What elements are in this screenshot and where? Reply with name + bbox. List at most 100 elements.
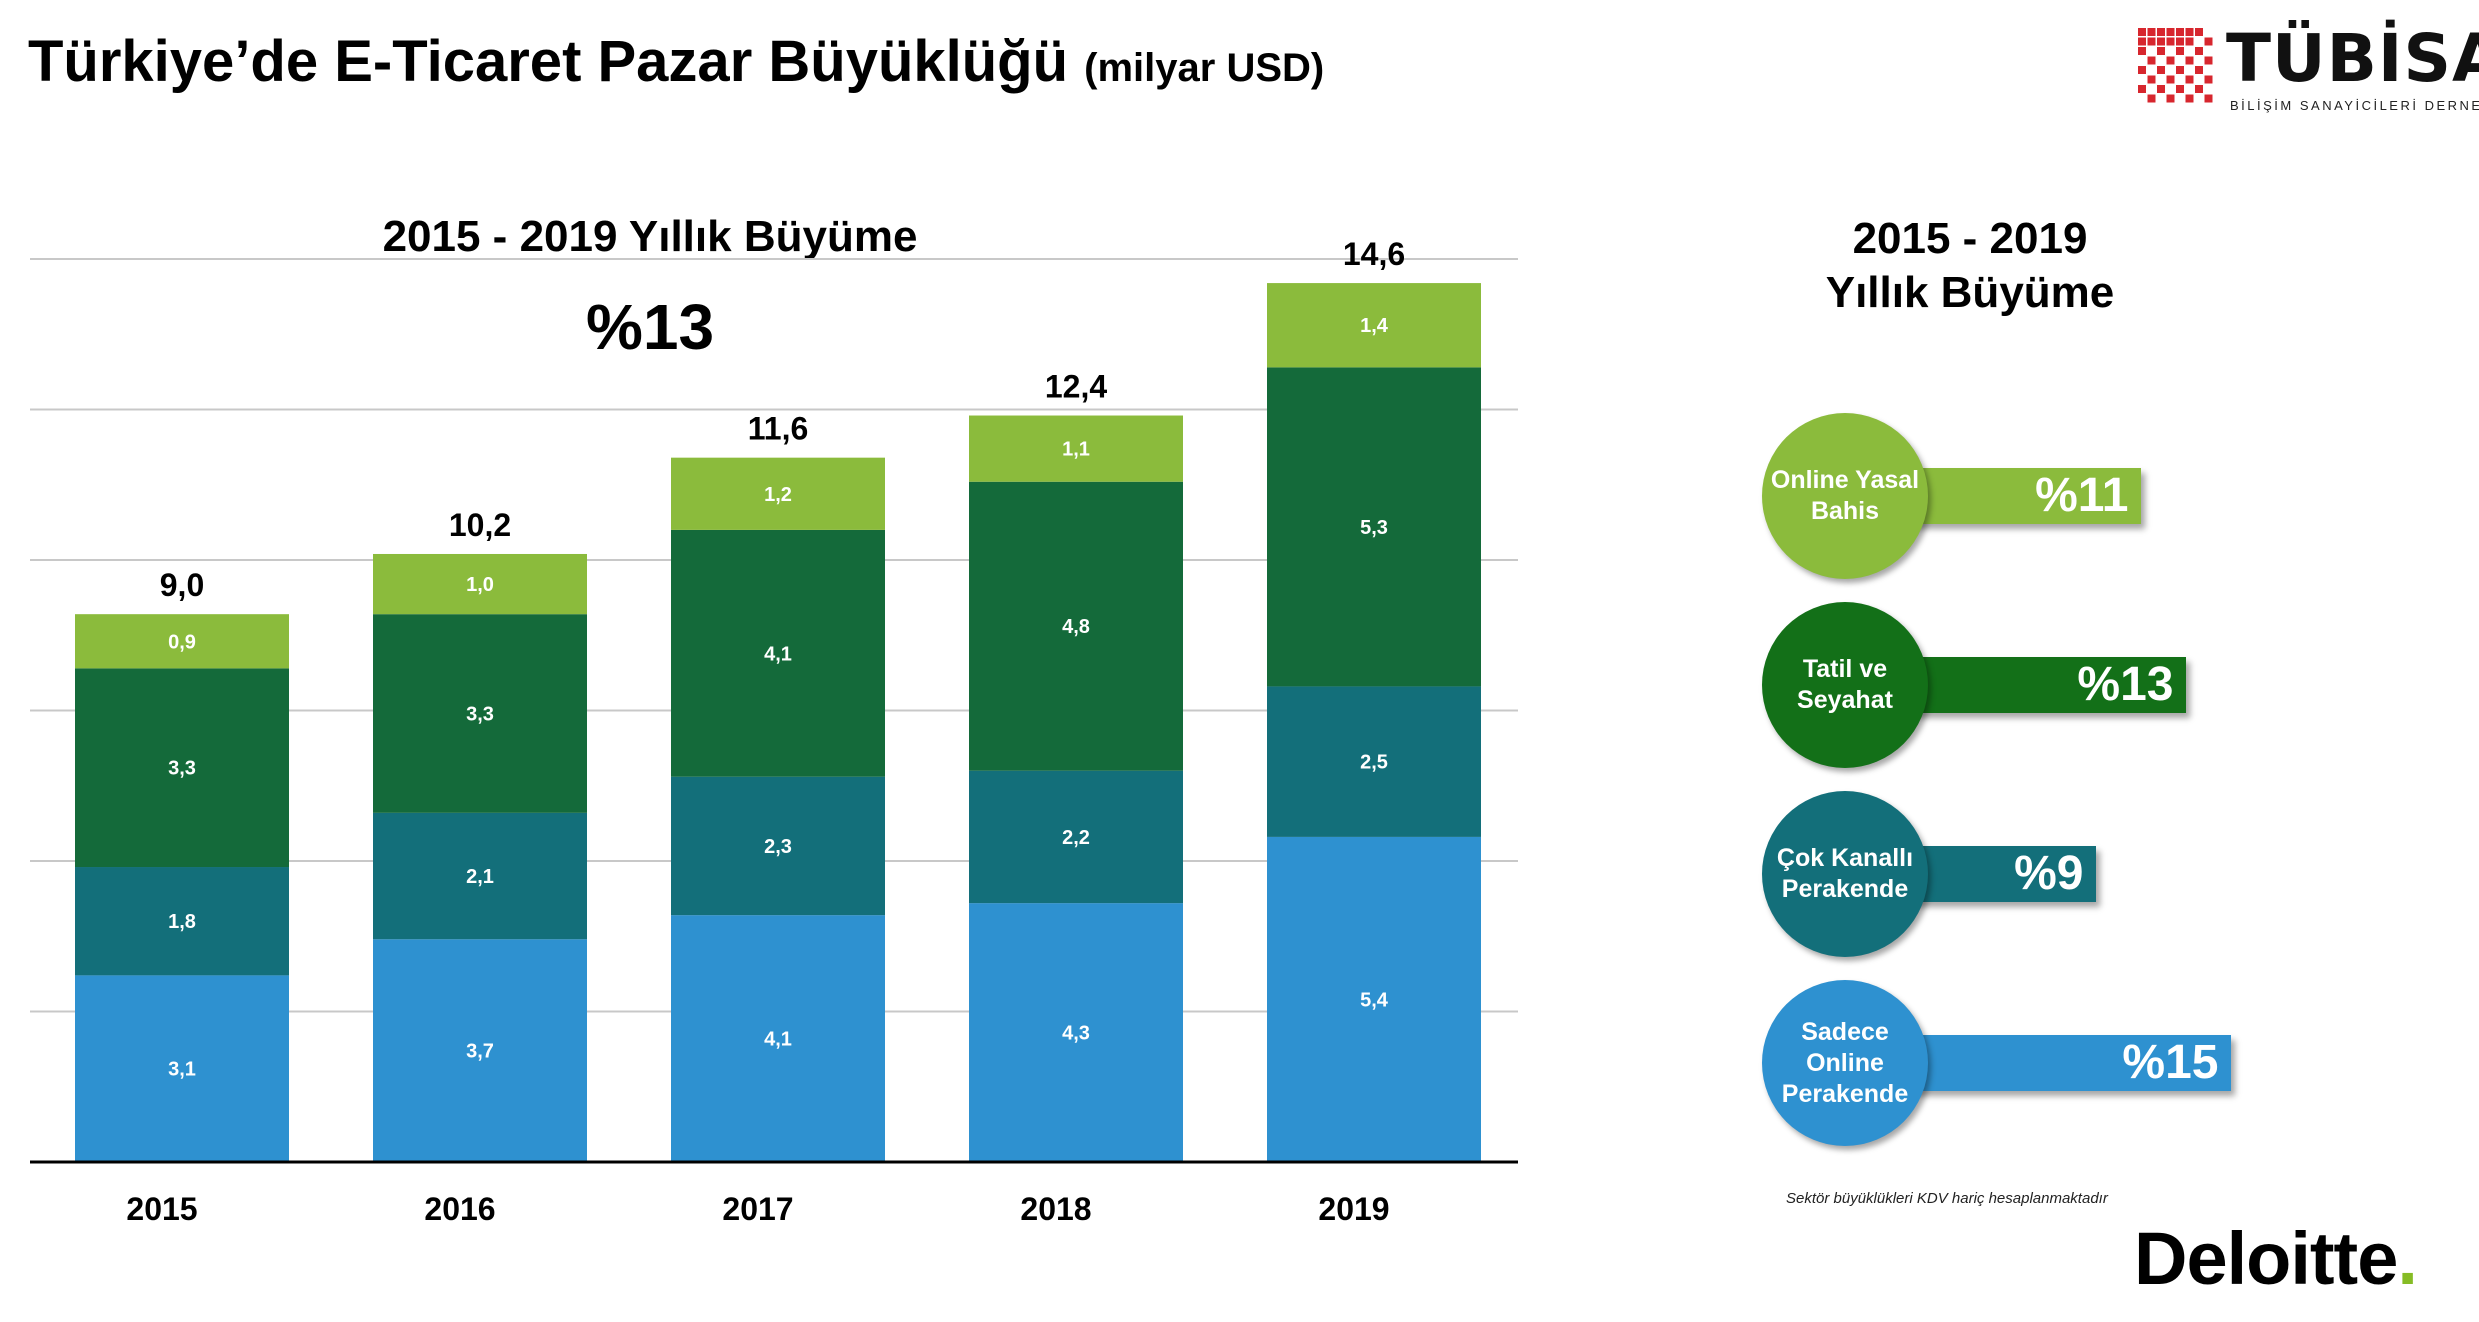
logo-grid-cell: [2195, 47, 2203, 55]
left-growth-title: 2015 - 2019 Yıllık Büyüme: [382, 212, 918, 261]
right-growth-title-line1: 2015 - 2019: [1852, 214, 2088, 263]
segment-circle: Online Yasal Bahis: [1762, 413, 1928, 579]
data-label: 2,3: [764, 836, 792, 858]
logo-grid-cell: [2166, 37, 2175, 46]
growth-value: %13: [2077, 658, 2174, 711]
data-label: 2,2: [1062, 827, 1090, 849]
logo-grid-cell: [2138, 28, 2146, 36]
segment-label: Online Yasal Bahis: [1770, 466, 1920, 525]
data-label: 3,3: [466, 704, 494, 726]
logo-grid-cell: [2185, 94, 2194, 103]
bar-segment-cok_kanalli-2015: [75, 867, 289, 976]
growth-value: %11: [2035, 469, 2129, 522]
data-label: 4,8: [1062, 616, 1090, 638]
logo-grid-cell: [2166, 75, 2175, 84]
x-tick-label: 2019: [1318, 1191, 1389, 1227]
logo-grid-cell: [2185, 28, 2194, 36]
bar-segment-tatil-2019: [1267, 367, 1481, 687]
segment-circle: Tatil ve Seyahat: [1762, 602, 1928, 768]
segment-circle: Sadece Online Perakende: [1762, 980, 1928, 1146]
bar-segment-cok_kanalli-2016: [373, 812, 587, 940]
data-label: 3,1: [168, 1059, 196, 1081]
total-label: 10,2: [449, 507, 511, 543]
segment-label: Sadece Online Perakende: [1781, 1017, 1909, 1108]
logo-grid-cell: [2157, 47, 2165, 55]
data-label: 1,1: [1062, 439, 1090, 461]
bar-segment-online_bahis-2015: [75, 614, 289, 669]
bar-segment-online_bahis-2018: [969, 415, 1183, 482]
left-growth-value: %13: [585, 291, 715, 363]
logo-grid-cell: [2147, 28, 2156, 36]
data-label: 0,9: [168, 631, 196, 653]
logo-grid-cell: [2147, 56, 2156, 65]
bar-segment-cok_kanalli-2019: [1267, 686, 1481, 837]
deloitte-logo: Deloitte.: [2134, 1216, 2418, 1301]
logo-grid-cell: [2185, 37, 2194, 46]
bar-segment-sadece_online-2019: [1267, 836, 1481, 1162]
x-tick-label: 2016: [424, 1191, 495, 1227]
bar-segment-online_bahis-2016: [373, 553, 587, 615]
data-label: 4,1: [764, 1029, 792, 1051]
logo-name: TÜBİSAD: [2226, 20, 2479, 97]
segment-label: Tatil ve Seyahat: [1797, 655, 1893, 714]
bar-segment-tatil-2015: [75, 668, 289, 868]
total-label: 12,4: [1045, 369, 1107, 405]
bar-segment-online_bahis-2019: [1267, 283, 1481, 368]
logo-grid-cell: [2166, 94, 2175, 103]
data-label: 1,0: [466, 574, 494, 596]
logo-tagline: BİLİŞİM SANAYİCİLERİ DERNEĞİ: [2230, 98, 2479, 113]
logo-grid-cell: [2138, 66, 2146, 74]
logo-grid-cell: [2204, 37, 2213, 46]
bar-segment-tatil-2017: [671, 529, 885, 777]
logo-grid-cell: [2176, 37, 2184, 46]
logo-grid-cell: [2176, 28, 2184, 36]
logo-grid-cell: [2147, 75, 2156, 84]
bar-segment-online_bahis-2017: [671, 457, 885, 530]
bar-segment-cok_kanalli-2018: [969, 770, 1183, 904]
logo-grid-cell: [2157, 66, 2165, 74]
data-label: 1,4: [1360, 315, 1389, 337]
data-label: 5,4: [1360, 989, 1389, 1011]
data-label: 3,3: [168, 758, 196, 780]
logo-grid-cell: [2157, 85, 2165, 93]
bar-segment-sadece_online-2018: [969, 903, 1183, 1162]
right-growth-title: 2015 - 2019 Yıllık Büyüme: [1730, 212, 2210, 320]
footnote: Sektör büyüklükleri KDV hariç hesaplanma…: [1786, 1190, 2108, 1207]
total-label: 9,0: [160, 567, 204, 603]
logo-grid-cell: [2176, 66, 2184, 74]
logo-grid-cell: [2204, 75, 2213, 84]
bar-segment-sadece_online-2017: [671, 915, 885, 1162]
data-label: 5,3: [1360, 517, 1388, 539]
segment-label: Çok Kanallı Perakende: [1776, 844, 1914, 903]
logo-grid-cell: [2195, 28, 2203, 36]
bar-segment-tatil-2016: [373, 614, 587, 813]
logo-grid-cell: [2147, 94, 2156, 103]
right-growth-title-line2: Yıllık Büyüme: [1825, 268, 2115, 317]
stacked-bar-chart: 3,1 1,8 3,3 0,9 9,0 2015 3,7 2,1 3,3 1,0 10,2 2016 4…: [30, 236, 1518, 1227]
tubisad-logo: TÜBİSAD BİLİŞİM SANAYİCİLERİ DERNEĞİ: [2138, 20, 2479, 124]
logo-grid-cell: [2157, 28, 2165, 36]
bar-segment-sadece_online-2015: [75, 975, 289, 1162]
x-tick-label: 2018: [1020, 1191, 1091, 1227]
logo-grid-cell: [2166, 56, 2175, 65]
data-label: 3,7: [466, 1041, 494, 1063]
growth-value: %9: [2014, 847, 2084, 900]
bar-segment-tatil-2018: [969, 481, 1183, 771]
data-label: 1,8: [168, 911, 196, 933]
segment-circle: Çok Kanallı Perakende: [1762, 791, 1928, 957]
logo-grid-cell: [2138, 37, 2146, 46]
page-title-text: Türkiye’de E-Ticaret Pazar Büyüklüğü: [28, 29, 1069, 94]
logo-grid-cell: [2204, 94, 2213, 103]
data-label: 2,1: [466, 866, 494, 888]
data-label: 4,1: [764, 643, 792, 665]
data-label: 4,3: [1062, 1023, 1090, 1045]
bar-segment-cok_kanalli-2017: [671, 776, 885, 916]
x-tick-label: 2015: [126, 1191, 197, 1227]
bar-segment-sadece_online-2016: [373, 939, 587, 1162]
deloitte-dot: .: [2397, 1217, 2418, 1300]
logo-grid-cell: [2157, 37, 2165, 46]
data-label: 1,2: [764, 484, 792, 506]
tubisad-grid-icon: [2138, 28, 2213, 103]
logo-grid-cell: [2147, 37, 2156, 46]
total-label: 14,6: [1343, 236, 1405, 272]
